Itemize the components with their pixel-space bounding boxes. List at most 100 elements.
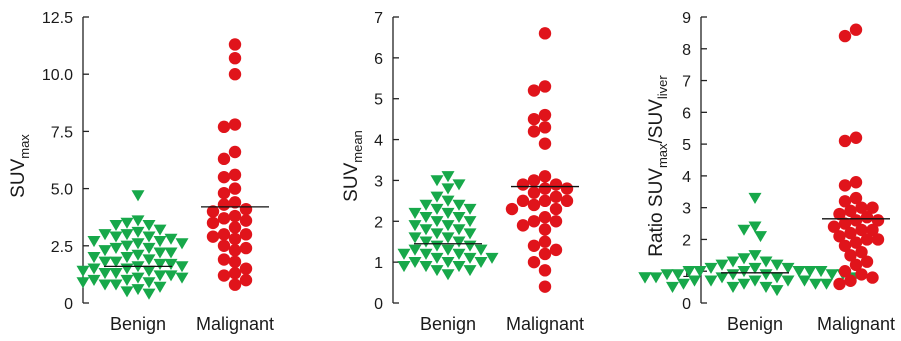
data-point-malignant bbox=[538, 80, 552, 93]
data-point-benign bbox=[120, 263, 134, 275]
data-point-benign bbox=[430, 191, 444, 203]
series-benign bbox=[76, 190, 189, 300]
data-point-benign bbox=[164, 270, 178, 282]
data-point-malignant bbox=[849, 191, 863, 205]
y-axis-label-main: SUV bbox=[8, 158, 29, 197]
data-point-benign bbox=[430, 175, 444, 187]
panel-3: 0123456789Ratio SUVmax/SUVliverBenignMal… bbox=[638, 10, 895, 334]
data-point-malignant bbox=[527, 174, 541, 187]
data-point-benign bbox=[452, 179, 466, 191]
data-point-benign bbox=[737, 253, 751, 265]
data-point-malignant bbox=[849, 23, 863, 36]
data-point-benign bbox=[770, 285, 784, 297]
data-point-benign bbox=[430, 216, 444, 228]
data-point-malignant bbox=[838, 195, 852, 208]
series-malignant bbox=[822, 23, 890, 291]
data-point-benign bbox=[638, 272, 652, 284]
data-point-benign bbox=[164, 247, 178, 259]
x-category-label: Benign bbox=[420, 314, 476, 334]
y-tick-label: 6 bbox=[682, 105, 691, 122]
data-point-benign bbox=[715, 259, 729, 271]
data-point-benign bbox=[142, 277, 156, 289]
panel-1: 0 2.5 5.0 7.5 10.0 12.5 SUVmax Benign Malignant bbox=[8, 10, 274, 334]
data-point-benign bbox=[98, 256, 112, 268]
data-point-malignant bbox=[527, 255, 541, 269]
data-point-malignant bbox=[844, 249, 857, 262]
data-point-malignant bbox=[239, 202, 253, 216]
data-point-benign bbox=[726, 269, 740, 281]
data-point-malignant bbox=[217, 170, 231, 184]
data-point-benign bbox=[792, 266, 806, 278]
data-point-malignant bbox=[527, 125, 541, 138]
data-point-benign bbox=[441, 207, 455, 219]
data-point-benign bbox=[109, 268, 123, 280]
data-point-benign bbox=[781, 275, 795, 287]
data-point-benign bbox=[737, 266, 751, 278]
data-point-benign bbox=[463, 228, 477, 240]
data-point-benign bbox=[153, 281, 167, 293]
data-point-malignant bbox=[849, 236, 863, 249]
data-point-benign bbox=[131, 226, 145, 238]
data-point-malignant bbox=[228, 145, 242, 159]
data-point-benign bbox=[748, 221, 762, 233]
data-point-malignant bbox=[228, 255, 242, 269]
data-point-malignant bbox=[206, 205, 220, 218]
data-point-benign bbox=[131, 215, 145, 227]
data-point-malignant bbox=[538, 137, 552, 150]
series-malignant bbox=[505, 27, 579, 293]
y-axis-label: SUVmean bbox=[341, 130, 365, 202]
data-point-benign bbox=[98, 268, 112, 280]
data-point-benign bbox=[153, 258, 167, 270]
y-axis-label: SUVmax bbox=[8, 134, 32, 198]
y-tick-label: 9 bbox=[682, 10, 691, 27]
data-point-benign bbox=[109, 256, 123, 268]
data-point-benign bbox=[109, 279, 123, 291]
data-point-benign bbox=[87, 236, 101, 248]
data-point-benign bbox=[809, 278, 822, 290]
y-axis-label-sub: max bbox=[655, 143, 670, 168]
data-point-benign bbox=[803, 266, 817, 278]
data-point-benign bbox=[726, 281, 740, 293]
data-point-benign bbox=[704, 262, 718, 274]
data-point-benign bbox=[109, 242, 123, 254]
data-point-malignant bbox=[849, 131, 863, 144]
y-tick-label: 0 bbox=[64, 296, 73, 313]
data-point-malignant bbox=[217, 120, 231, 134]
y-axis-label-main: /SUV bbox=[646, 99, 667, 144]
data-point-benign bbox=[693, 266, 707, 278]
data-point-benign bbox=[474, 244, 488, 256]
data-point-benign bbox=[463, 216, 477, 228]
y-tick-label: 5 bbox=[374, 92, 383, 109]
data-point-malignant bbox=[217, 186, 231, 200]
data-point-benign bbox=[452, 212, 466, 224]
y-axis-label-sub: max bbox=[17, 134, 32, 159]
data-point-benign bbox=[798, 275, 811, 287]
x-category-label: Benign bbox=[110, 314, 166, 334]
data-point-benign bbox=[87, 252, 101, 264]
data-point-malignant bbox=[217, 198, 231, 211]
data-point-benign bbox=[441, 195, 455, 207]
data-point-malignant bbox=[217, 253, 231, 266]
data-point-benign bbox=[175, 261, 189, 273]
data-point-benign bbox=[164, 258, 178, 270]
data-point-malignant bbox=[855, 268, 868, 281]
y-tick-label: 2.5 bbox=[51, 239, 73, 256]
data-point-malignant bbox=[844, 274, 857, 287]
data-point-malignant bbox=[228, 38, 242, 51]
data-point-benign bbox=[408, 207, 422, 219]
data-point-malignant bbox=[217, 269, 231, 282]
data-point-malignant bbox=[860, 211, 874, 224]
data-point-benign bbox=[759, 281, 773, 293]
data-point-malignant bbox=[855, 245, 868, 259]
data-point-malignant bbox=[239, 273, 253, 287]
data-point-benign bbox=[430, 252, 444, 264]
data-point-benign bbox=[142, 220, 156, 232]
data-point-benign bbox=[142, 254, 156, 266]
data-point-benign bbox=[175, 272, 189, 284]
data-point-malignant bbox=[516, 194, 530, 208]
data-point-benign bbox=[131, 238, 145, 250]
y-tick-label: 7 bbox=[374, 10, 383, 27]
data-point-benign bbox=[737, 224, 751, 236]
data-point-benign bbox=[441, 183, 455, 195]
